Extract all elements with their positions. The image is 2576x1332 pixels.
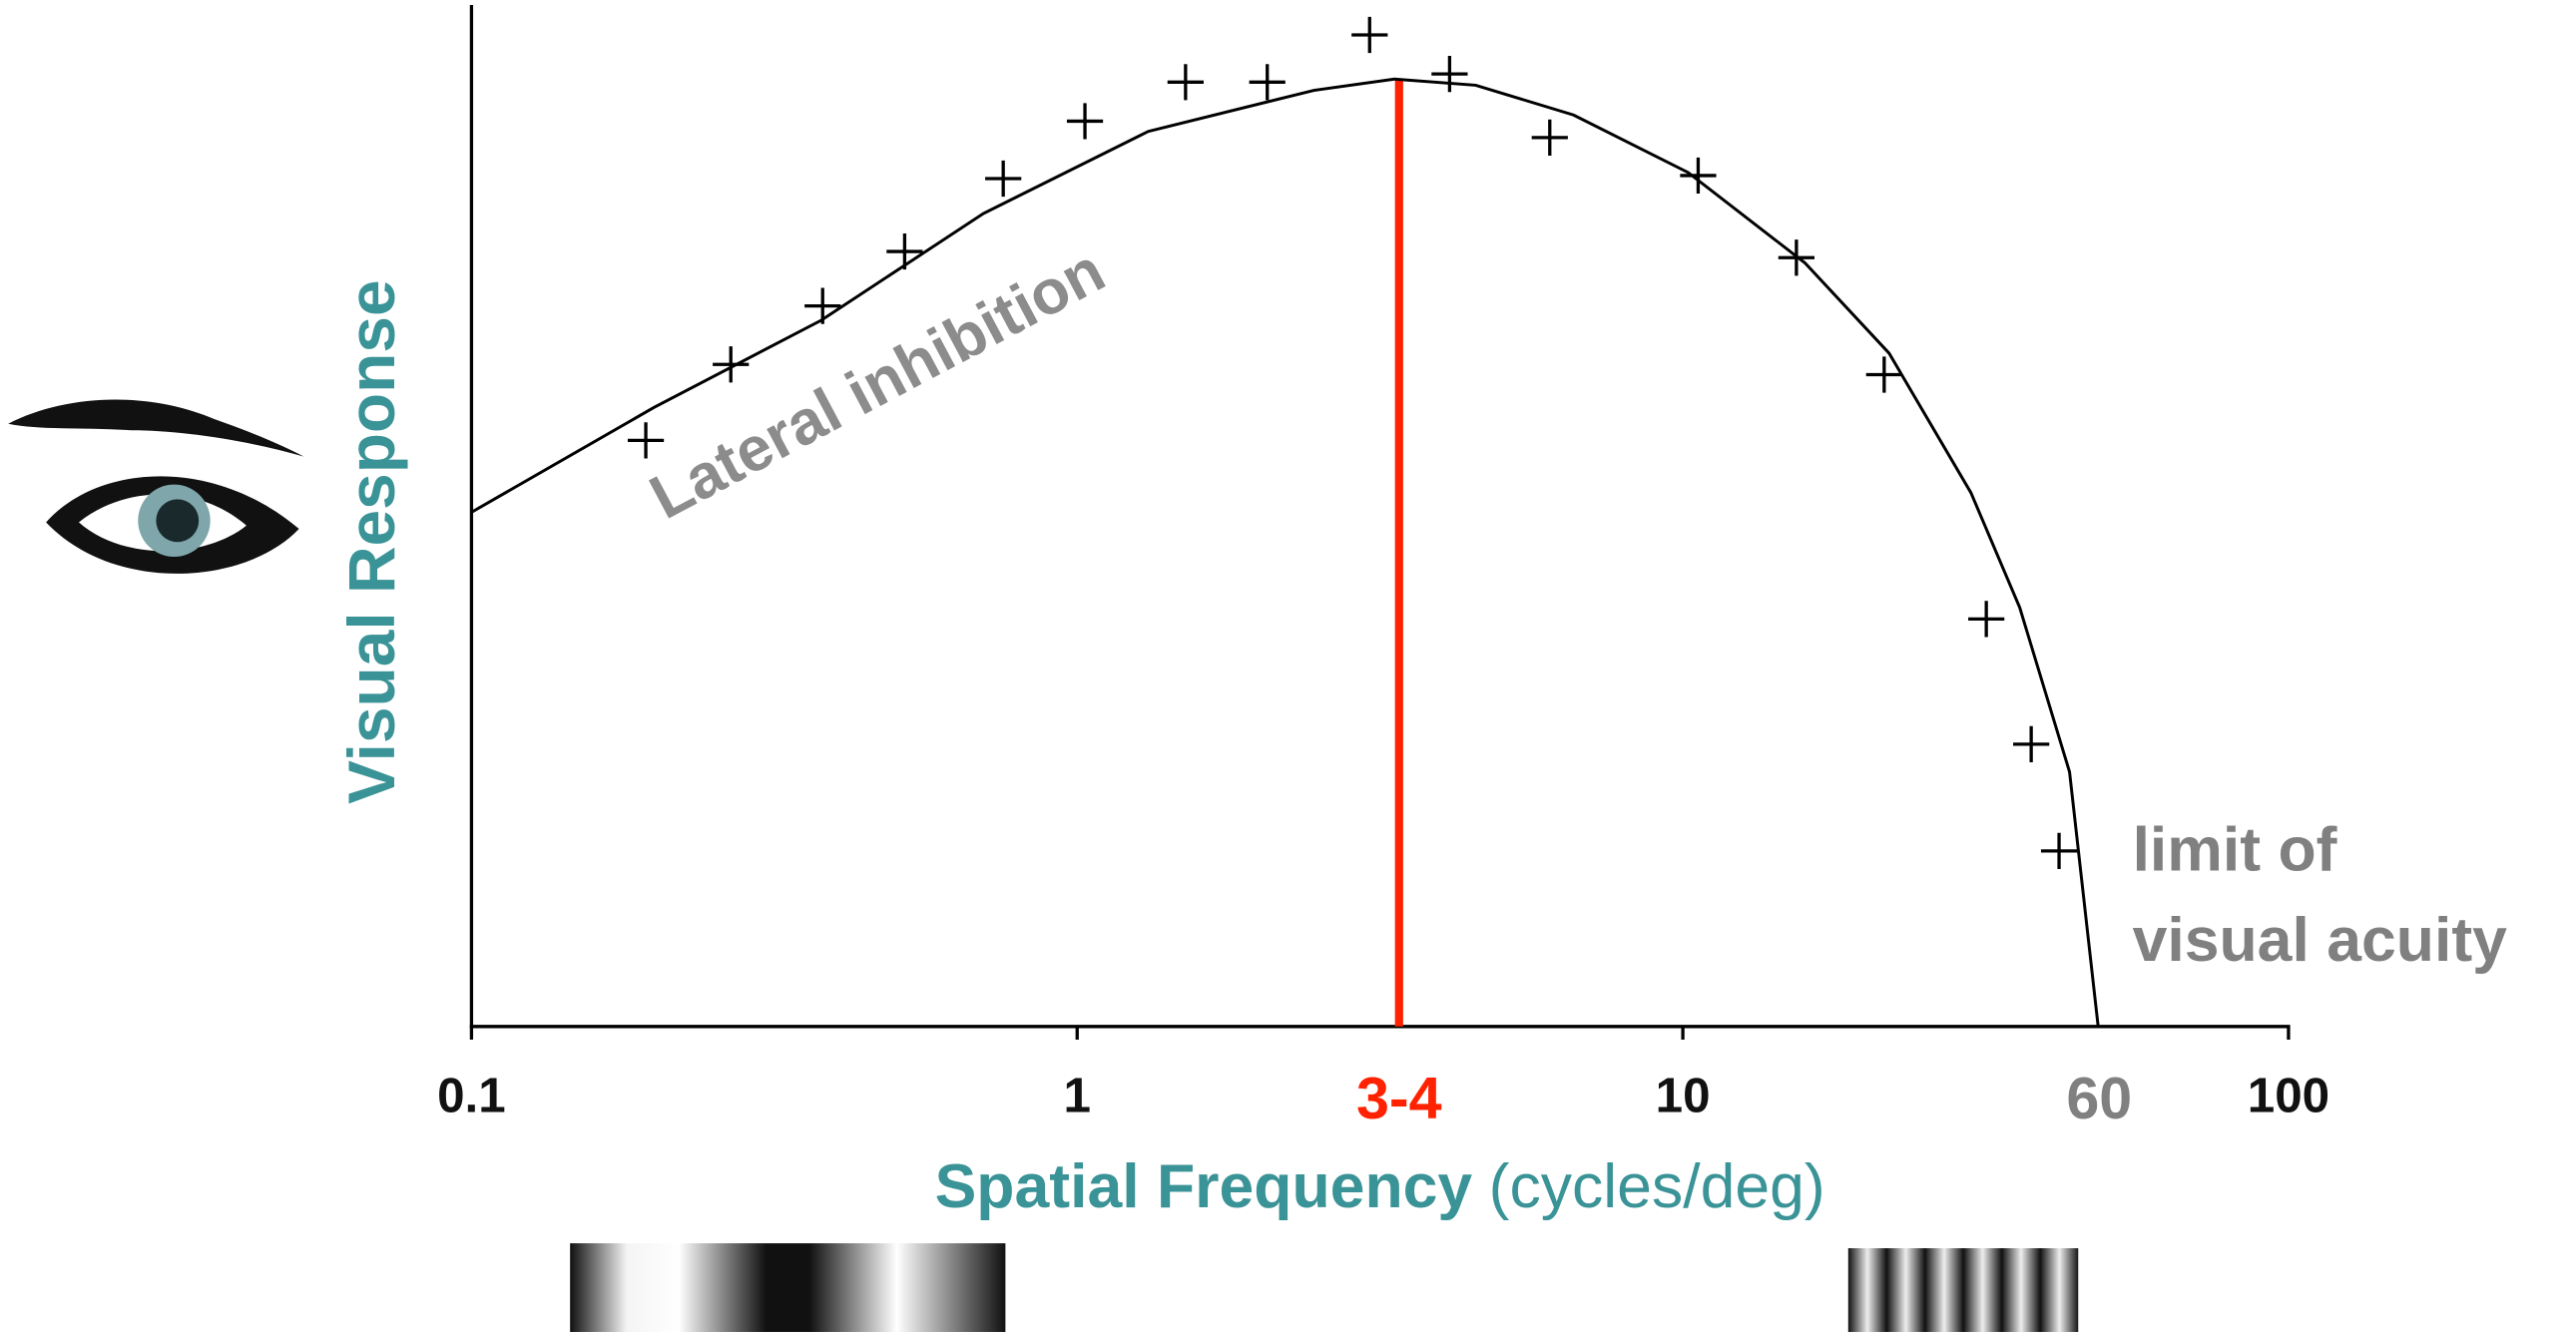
data-point [1249,64,1286,101]
data-point [886,232,923,270]
data-point [2040,832,2078,869]
data-point [1167,64,1204,101]
y-axis-label: Visual Response [334,279,408,804]
x-tick-label: 0.1 [437,1068,506,1122]
x-axis-label: Spatial Frequency (cycles/deg) [935,1151,1825,1221]
low-frequency-grating [570,1243,1006,1332]
high-frequency-grating [1847,1248,2079,1332]
data-point [1431,55,1468,93]
data-point [2013,725,2050,762]
x-tick-label: 100 [2248,1068,2329,1122]
data-point [1351,16,1388,54]
limit-text: visual acuity [2133,905,2508,975]
x-axis-label-main: Spatial Frequency [935,1151,1473,1221]
data-point [1968,601,2005,638]
data-point [1865,356,1902,393]
data-point [1066,103,1104,140]
data-point [713,346,750,383]
data-point [985,160,1022,198]
limit-text: limit of [2133,814,2337,884]
annotation-text: Lateral inhibition [639,235,1116,533]
data-point [627,422,665,459]
data-point [1531,119,1568,156]
peak-label: 3-4 [1356,1065,1442,1131]
x-tick-label: 10 [1656,1068,1711,1122]
limit-label: 60 [2066,1065,2132,1131]
x-tick-label: 1 [1064,1068,1091,1122]
fit-curve [470,77,2100,1027]
data-point [1680,157,1717,195]
eye-icon [8,399,304,574]
x-axis-label-units: (cycles/deg) [1489,1151,1825,1221]
